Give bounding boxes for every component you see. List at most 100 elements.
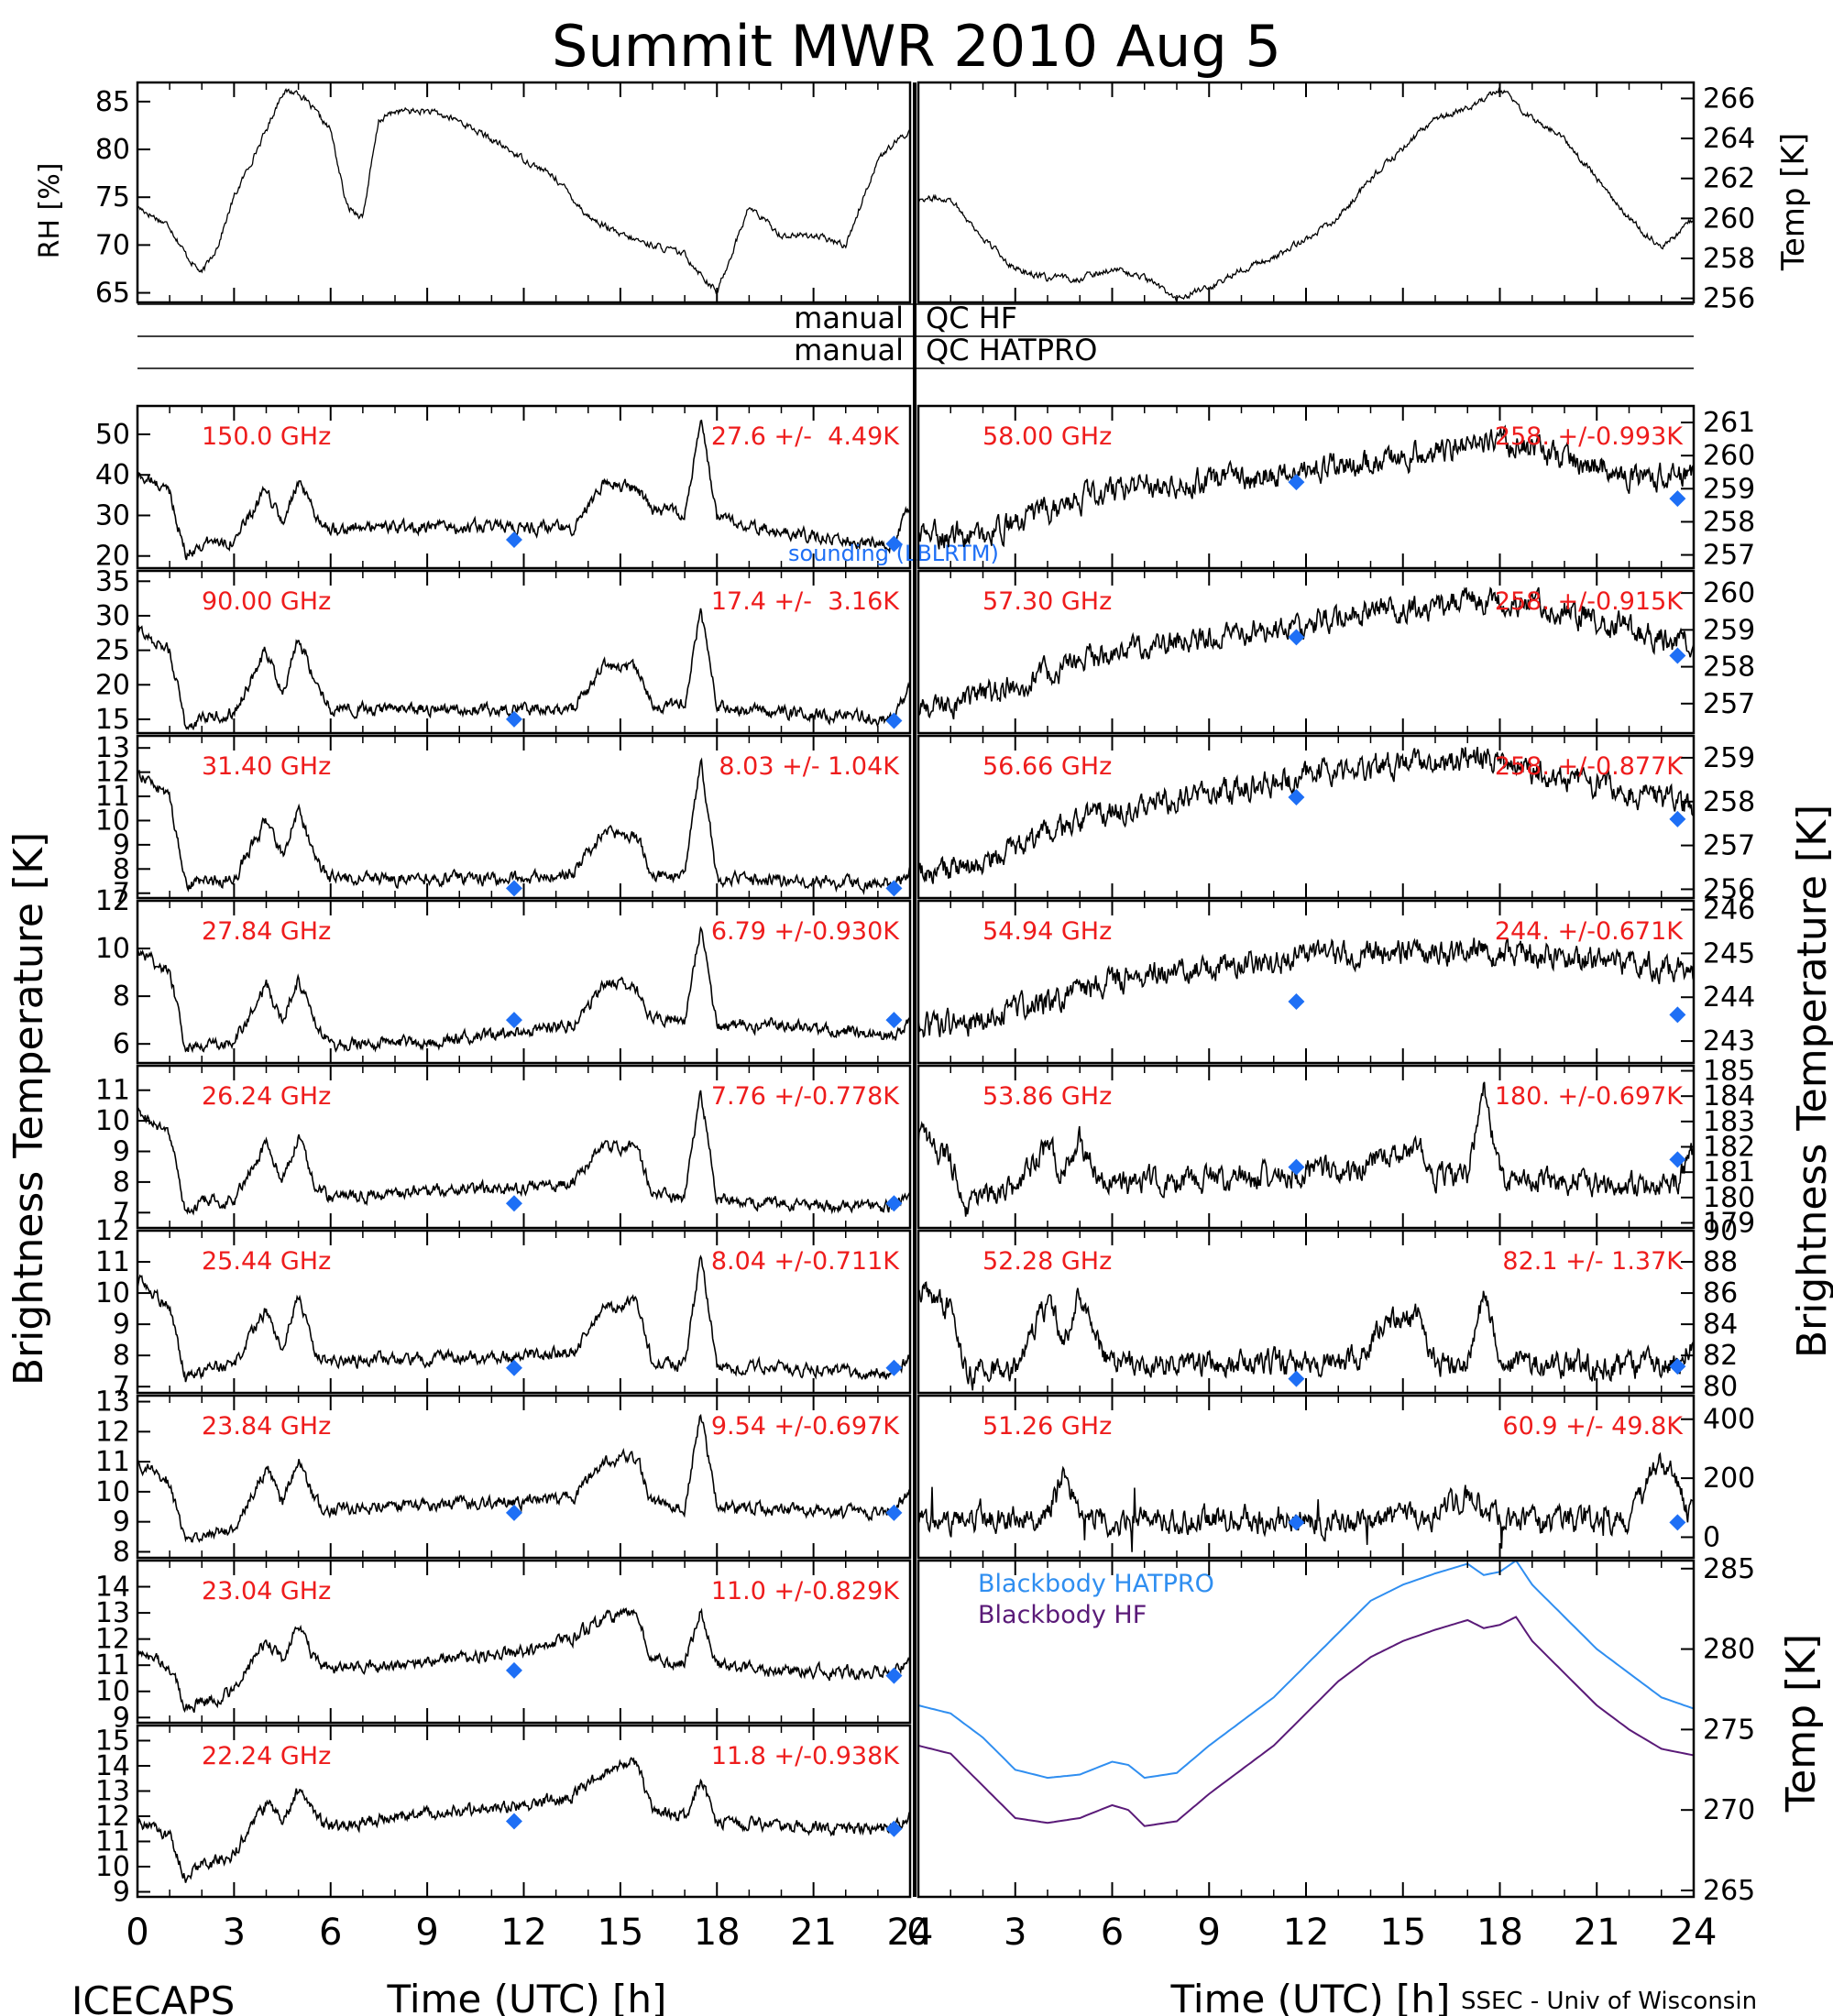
channel-stats: 82.1 +/- 1.37K <box>1502 1247 1684 1276</box>
trace-line <box>918 1452 1694 1552</box>
y-tick-label: 280 <box>1703 1634 1755 1666</box>
y-tick-label: 8 <box>113 1536 130 1568</box>
x-tick-label: 0 <box>906 1912 929 1954</box>
y-tick-label: 14 <box>95 1572 130 1604</box>
sounding-marker <box>1288 1370 1305 1387</box>
sounding-marker <box>505 1012 522 1029</box>
legend-entry: Blackbody HF <box>978 1601 1147 1629</box>
panel-data <box>137 88 910 294</box>
qc-strip <box>137 82 1694 1897</box>
panel-data <box>137 1757 910 1883</box>
y-tick-label: 264 <box>1703 123 1755 155</box>
y-tick-label: 13 <box>95 1776 130 1808</box>
panel-hatpro-57.30: 257 258 259 260 57.30 GHz 258. +/-0.915K <box>916 569 1755 735</box>
channel-label: 22.24 GHz <box>202 1742 331 1770</box>
sounding-marker <box>505 710 522 728</box>
y-tick-label: 9 <box>113 1702 130 1734</box>
panel-data <box>137 926 910 1054</box>
y-tick-label: 12 <box>95 757 130 789</box>
y-tick-label: 86 <box>1703 1277 1738 1309</box>
y-tick-label: 243 <box>1703 1025 1755 1057</box>
sounding-marker <box>1288 993 1305 1011</box>
trace-line <box>137 757 910 896</box>
y-tick-label: 270 <box>1703 1794 1755 1826</box>
y-tick-label: 20 <box>95 669 130 701</box>
footer-left: ICECAPS <box>71 1978 235 2016</box>
y-tick-label: 245 <box>1703 937 1755 970</box>
sounding-marker <box>505 880 522 897</box>
sounding-marker <box>1669 1151 1686 1168</box>
y-tick-label: 181 <box>1703 1156 1755 1189</box>
channel-stats: 180. +/-0.697K <box>1495 1082 1684 1111</box>
sounding-marker <box>505 531 522 549</box>
channel-label: 23.04 GHz <box>202 1577 331 1605</box>
panel-frame <box>916 81 1696 304</box>
channel-label: 53.86 GHz <box>982 1082 1112 1111</box>
trace-line <box>137 1413 910 1543</box>
y-tick-label: 12 <box>95 1215 130 1247</box>
y-tick-label: 8 <box>113 981 130 1013</box>
y-tick-label: 13 <box>95 1386 130 1419</box>
sounding-marker <box>885 1667 903 1684</box>
y-tick-label: 9 <box>113 1507 130 1539</box>
x-tick-label: 0 <box>126 1912 148 1954</box>
channel-stats: 11.0 +/-0.829K <box>711 1577 900 1605</box>
y-tick-label: 11 <box>95 1446 130 1478</box>
channel-stats: 17.4 +/- 3.16K <box>711 587 900 616</box>
trace-line <box>137 1757 910 1883</box>
y-tick-label: 266 <box>1703 82 1755 115</box>
y-tick-label: 11 <box>95 1075 130 1107</box>
x-tick-label: 9 <box>1198 1912 1221 1954</box>
y-tick-label: 258 <box>1703 786 1755 818</box>
channel-stats: 258. +/-0.877K <box>1495 752 1684 781</box>
sounding-marker <box>505 1504 522 1521</box>
y-tick-label: 9 <box>113 1309 130 1341</box>
sounding-marker <box>885 535 903 553</box>
y-tick-label: 8 <box>113 1167 130 1199</box>
y-tick-label: 275 <box>1703 1714 1755 1746</box>
sounding-marker <box>1669 1358 1686 1375</box>
y-tick-label: 258 <box>1703 243 1755 275</box>
x-axis-label-left: Time (UTC) [h] <box>387 1977 667 2016</box>
trace-line <box>918 586 1694 720</box>
y-tick-label: 30 <box>95 499 130 531</box>
trace-line <box>137 88 910 294</box>
sounding-marker <box>1669 490 1686 508</box>
panel-data <box>918 1452 1694 1552</box>
y-tick-label: 262 <box>1703 163 1755 195</box>
channel-label: 26.24 GHz <box>202 1082 331 1111</box>
y-tick-label: 15 <box>95 704 130 736</box>
panel-data <box>918 1281 1694 1391</box>
panel-data <box>918 1081 1694 1217</box>
temp-top-axis-label: Temp [K] <box>1775 133 1812 271</box>
sounding-marker <box>1669 1006 1686 1024</box>
y-tick-label: 80 <box>95 134 130 166</box>
y-tick-label: 40 <box>95 459 130 491</box>
panel-hatpro-51.26: 0 200 400 51.26 GHz 60.9 +/- 49.8K <box>916 1394 1755 1560</box>
trace-line <box>918 937 1694 1038</box>
x-tick-label: 21 <box>790 1912 837 1954</box>
y-tick-label: 10 <box>95 1676 130 1708</box>
channel-stats: 8.03 +/- 1.04K <box>719 752 900 781</box>
y-tick-label: 11 <box>95 1649 130 1682</box>
qc-row-2-left: manual <box>794 333 904 367</box>
y-tick-label: 11 <box>95 1246 130 1278</box>
panel-rh: 65 70 75 80 85 <box>95 81 912 310</box>
sounding-marker <box>1288 1158 1305 1176</box>
y-tick-label: 260 <box>1703 577 1755 609</box>
channel-label: 25.44 GHz <box>202 1247 331 1276</box>
y-tick-label: 260 <box>1703 203 1755 235</box>
y-tick-label: 265 <box>1703 1875 1755 1907</box>
y-tick-label: 259 <box>1703 742 1755 774</box>
y-tick-label: 184 <box>1703 1080 1755 1112</box>
y-tick-label: 180 <box>1703 1182 1755 1214</box>
legend: Blackbody HATPRO Blackbody HF <box>978 1570 1214 1629</box>
y-tick-label: 7 <box>113 1197 130 1229</box>
y-tick-label: 80 <box>1703 1371 1738 1403</box>
y-tick-label: 84 <box>1703 1309 1738 1341</box>
y-tick-label: 179 <box>1703 1207 1755 1239</box>
